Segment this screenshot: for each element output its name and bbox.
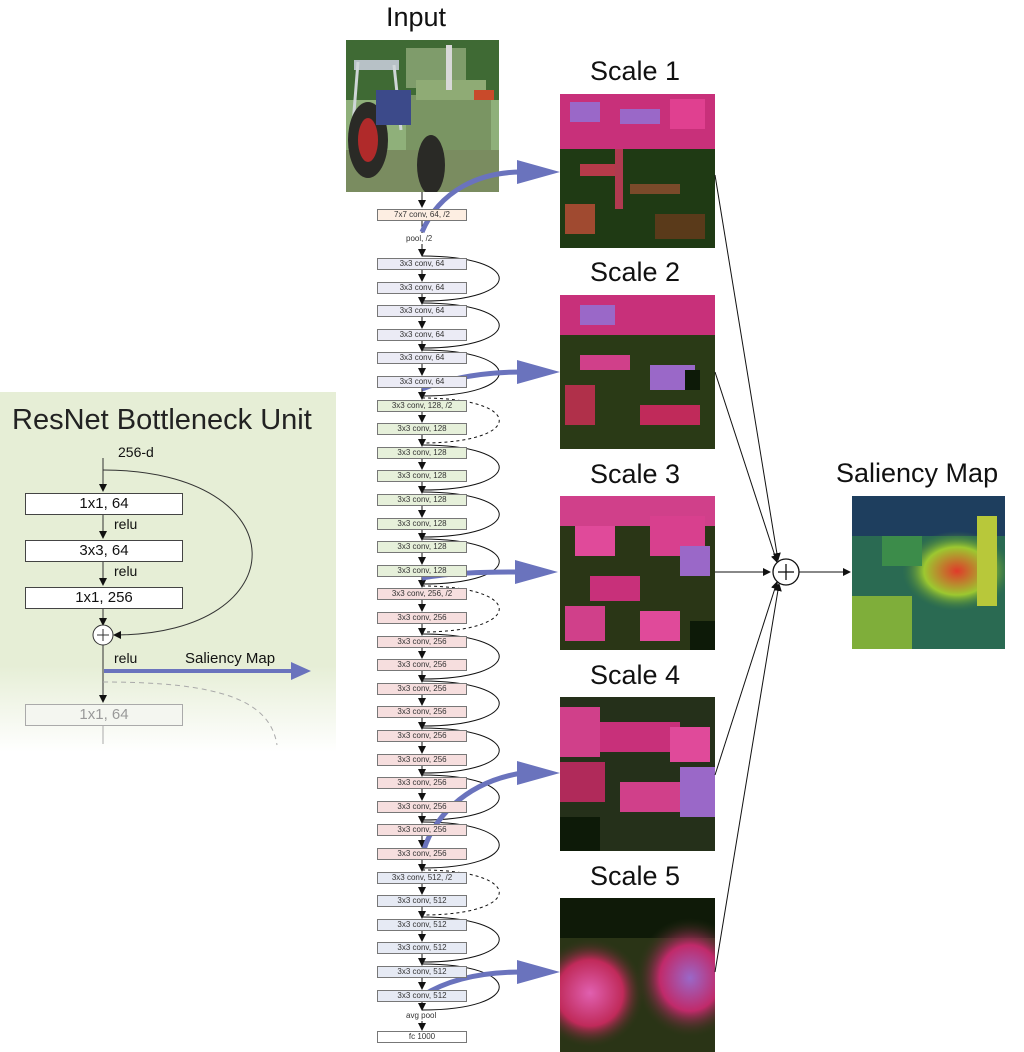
scale3-title: Scale 3: [590, 459, 681, 489]
bottleneck-box-3: 1x1, 256: [25, 587, 183, 609]
layer-17: 3x3 conv, 256: [377, 636, 467, 648]
saliency-title: Saliency Map: [836, 458, 999, 488]
layer-26: 3x3 conv, 256: [377, 848, 467, 860]
layer-2: 3x3 conv, 64: [377, 282, 467, 294]
layer-30: 3x3 conv, 512: [377, 942, 467, 954]
scale4-heatmap: [560, 697, 715, 851]
scale-arrowheads: [515, 160, 560, 984]
layer-avgpool: avg pool: [406, 1011, 437, 1020]
layer-6: 3x3 conv, 64: [377, 376, 467, 388]
bottleneck-input-dim: 256-d: [118, 444, 154, 460]
scale3-heatmap: [560, 496, 715, 650]
layer-16: 3x3 conv, 256: [377, 612, 467, 624]
scale2-heatmap: [560, 295, 715, 449]
layer-13: 3x3 conv, 128: [377, 541, 467, 553]
layer-27: 3x3 conv, 512, /2: [377, 872, 467, 884]
layer-fc: fc 1000: [377, 1031, 467, 1043]
scale1-title: Scale 1: [590, 56, 681, 86]
layer-14: 3x3 conv, 128: [377, 565, 467, 577]
layer-25: 3x3 conv, 256: [377, 824, 467, 836]
layer-10: 3x3 conv, 128: [377, 470, 467, 482]
relu-label-1: relu: [114, 516, 138, 532]
input-title: Input: [386, 2, 447, 32]
bottleneck-panel: [0, 392, 336, 752]
scale5-title: Scale 5: [590, 861, 681, 891]
scale5-heatmap: [560, 898, 715, 1052]
layer-1: 3x3 conv, 64: [377, 258, 467, 270]
layer-32: 3x3 conv, 512: [377, 990, 467, 1002]
combine-lines: [714, 174, 851, 973]
scale1-heatmap: [560, 94, 715, 248]
layer-3: 3x3 conv, 64: [377, 305, 467, 317]
layer-15: 3x3 conv, 256, /2: [377, 588, 467, 600]
layer-4: 3x3 conv, 64: [377, 329, 467, 341]
layer-20: 3x3 conv, 256: [377, 706, 467, 718]
bottleneck-box-2: 3x3, 64: [25, 540, 183, 562]
layer-7: 3x3 conv, 128, /2: [377, 400, 467, 412]
layer-18: 3x3 conv, 256: [377, 659, 467, 671]
layer-21: 3x3 conv, 256: [377, 730, 467, 742]
saliency-map-image: [852, 496, 1005, 649]
bottleneck-box-1: 1x1, 64: [25, 493, 183, 515]
relu-label-3: relu: [114, 650, 138, 666]
scale2-title: Scale 2: [590, 257, 681, 287]
layer-28: 3x3 conv, 512: [377, 895, 467, 907]
layer-24: 3x3 conv, 256: [377, 801, 467, 813]
layer-22: 3x3 conv, 256: [377, 754, 467, 766]
layer-12: 3x3 conv, 128: [377, 518, 467, 530]
bottleneck-saliency-label: Saliency Map: [185, 650, 276, 667]
layer-23: 3x3 conv, 256: [377, 777, 467, 789]
scale4-title: Scale 4: [590, 660, 681, 690]
layer-19: 3x3 conv, 256: [377, 683, 467, 695]
layer-29: 3x3 conv, 512: [377, 919, 467, 931]
layer-9: 3x3 conv, 128: [377, 447, 467, 459]
layer-pool: pool, /2: [406, 234, 433, 243]
input-image: [346, 40, 499, 192]
layer-31: 3x3 conv, 512: [377, 966, 467, 978]
relu-label-2: relu: [114, 563, 138, 579]
bottleneck-title: ResNet Bottleneck Unit: [12, 404, 312, 436]
layer-8: 3x3 conv, 128: [377, 423, 467, 435]
layer-5: 3x3 conv, 64: [377, 352, 467, 364]
bottleneck-next-box: 1x1, 64: [25, 704, 183, 726]
layer-conv1: 7x7 conv, 64, /2: [377, 209, 467, 221]
layer-11: 3x3 conv, 128: [377, 494, 467, 506]
